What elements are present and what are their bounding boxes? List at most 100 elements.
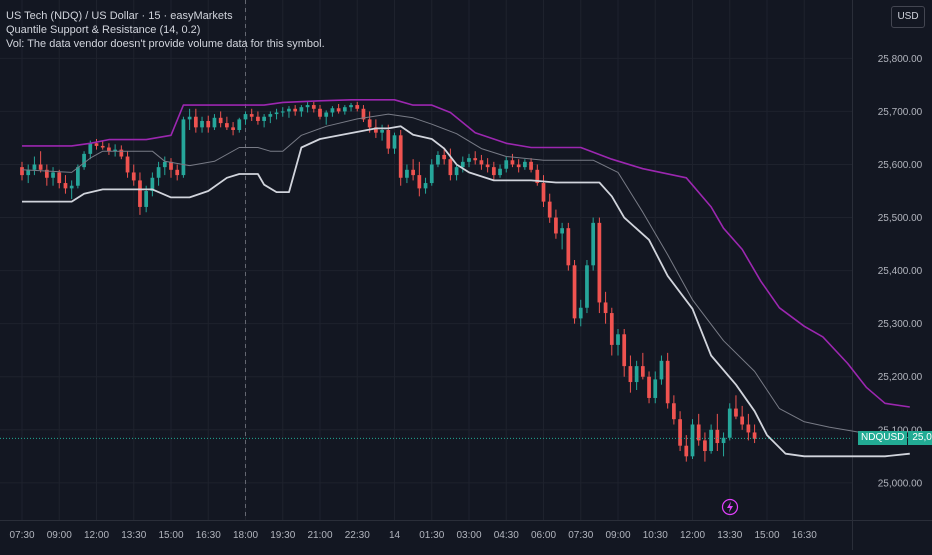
candle xyxy=(150,172,155,197)
candle xyxy=(231,122,235,136)
candle-body xyxy=(721,437,726,444)
x-tick-label: 13:30 xyxy=(121,530,146,541)
candle-body xyxy=(566,228,571,266)
candle xyxy=(411,159,415,181)
lightning-icon[interactable] xyxy=(721,498,739,516)
candle xyxy=(287,106,291,118)
candle xyxy=(330,106,335,117)
candle xyxy=(380,124,384,141)
x-tick-label: 09:00 xyxy=(605,530,630,541)
candle-body xyxy=(603,302,608,314)
candle xyxy=(622,328,627,377)
x-tick-label: 07:30 xyxy=(9,530,34,541)
currency-button[interactable]: USD xyxy=(891,6,925,28)
candle-body xyxy=(82,153,86,168)
candle xyxy=(436,151,440,168)
candle xyxy=(746,413,751,441)
candle-body xyxy=(696,424,701,441)
candle-body xyxy=(100,145,105,148)
candle xyxy=(709,424,713,454)
candle xyxy=(752,424,757,444)
candle xyxy=(336,104,341,114)
candle xyxy=(125,151,130,178)
candle xyxy=(566,222,571,271)
y-tick-label: 25,200.00 xyxy=(878,372,923,383)
candle-body xyxy=(510,160,515,165)
y-tick-label: 25,600.00 xyxy=(878,160,923,171)
candle-body xyxy=(262,116,266,121)
candle xyxy=(696,413,701,446)
candle xyxy=(299,105,304,117)
candle xyxy=(268,111,273,124)
candle xyxy=(678,411,682,452)
candle xyxy=(473,151,478,165)
candle xyxy=(597,217,602,314)
candle xyxy=(38,151,43,173)
candle-body xyxy=(634,366,639,383)
candle-body xyxy=(324,112,329,117)
candle-body xyxy=(256,116,260,121)
x-tick-label: 18:00 xyxy=(233,530,258,541)
candle-body xyxy=(26,169,31,176)
candle-body xyxy=(187,116,192,120)
x-tick-label: 21:00 xyxy=(307,530,332,541)
x-tick-label: 22:30 xyxy=(345,530,370,541)
candle xyxy=(225,116,229,130)
candle-body xyxy=(330,108,335,113)
candle-body xyxy=(398,135,403,178)
candle-body xyxy=(591,222,596,266)
candle xyxy=(684,435,689,462)
candle-body xyxy=(225,123,229,128)
y-tick-label: 25,500.00 xyxy=(878,213,923,224)
candle xyxy=(591,217,596,271)
candle xyxy=(162,156,167,176)
candle xyxy=(448,148,453,181)
series-line-resistance xyxy=(22,99,910,408)
candle-body xyxy=(150,177,155,192)
candle-body xyxy=(169,161,173,170)
candle-body xyxy=(460,161,465,168)
candle xyxy=(640,352,645,380)
candle xyxy=(672,395,676,425)
candle-body xyxy=(703,440,707,452)
candle xyxy=(442,147,447,165)
candle xyxy=(69,180,74,199)
candle xyxy=(541,175,546,207)
candle-body xyxy=(516,164,521,168)
candle xyxy=(100,140,105,150)
candle-body xyxy=(585,265,589,308)
candle xyxy=(740,405,745,430)
candle-body xyxy=(237,119,242,130)
candle xyxy=(467,153,471,168)
candle xyxy=(398,130,403,186)
candle xyxy=(355,101,360,112)
candle xyxy=(659,355,664,385)
candle-body xyxy=(20,167,24,176)
candle-body xyxy=(405,169,409,178)
candle-body xyxy=(473,158,478,161)
candle-body xyxy=(609,313,614,345)
x-tick-label: 16:30 xyxy=(792,530,817,541)
candle-body xyxy=(554,217,558,234)
candle-body xyxy=(392,135,397,149)
x-tick-label: 19:30 xyxy=(270,530,295,541)
candle xyxy=(169,158,173,178)
candle xyxy=(578,299,583,327)
candle-body xyxy=(293,108,298,112)
candle xyxy=(82,151,86,170)
candle-body xyxy=(479,160,484,165)
candle-body xyxy=(380,130,384,133)
x-tick-label: 14 xyxy=(389,530,401,541)
candle xyxy=(200,116,204,133)
candle xyxy=(94,139,99,150)
candle xyxy=(628,355,633,393)
candle xyxy=(603,291,608,324)
last-price-value: 25,083.88 xyxy=(908,431,932,445)
candle-body xyxy=(274,112,279,115)
candle-body xyxy=(131,172,136,181)
candle-body xyxy=(32,164,37,170)
candle xyxy=(175,164,180,181)
candle-body xyxy=(231,127,235,130)
